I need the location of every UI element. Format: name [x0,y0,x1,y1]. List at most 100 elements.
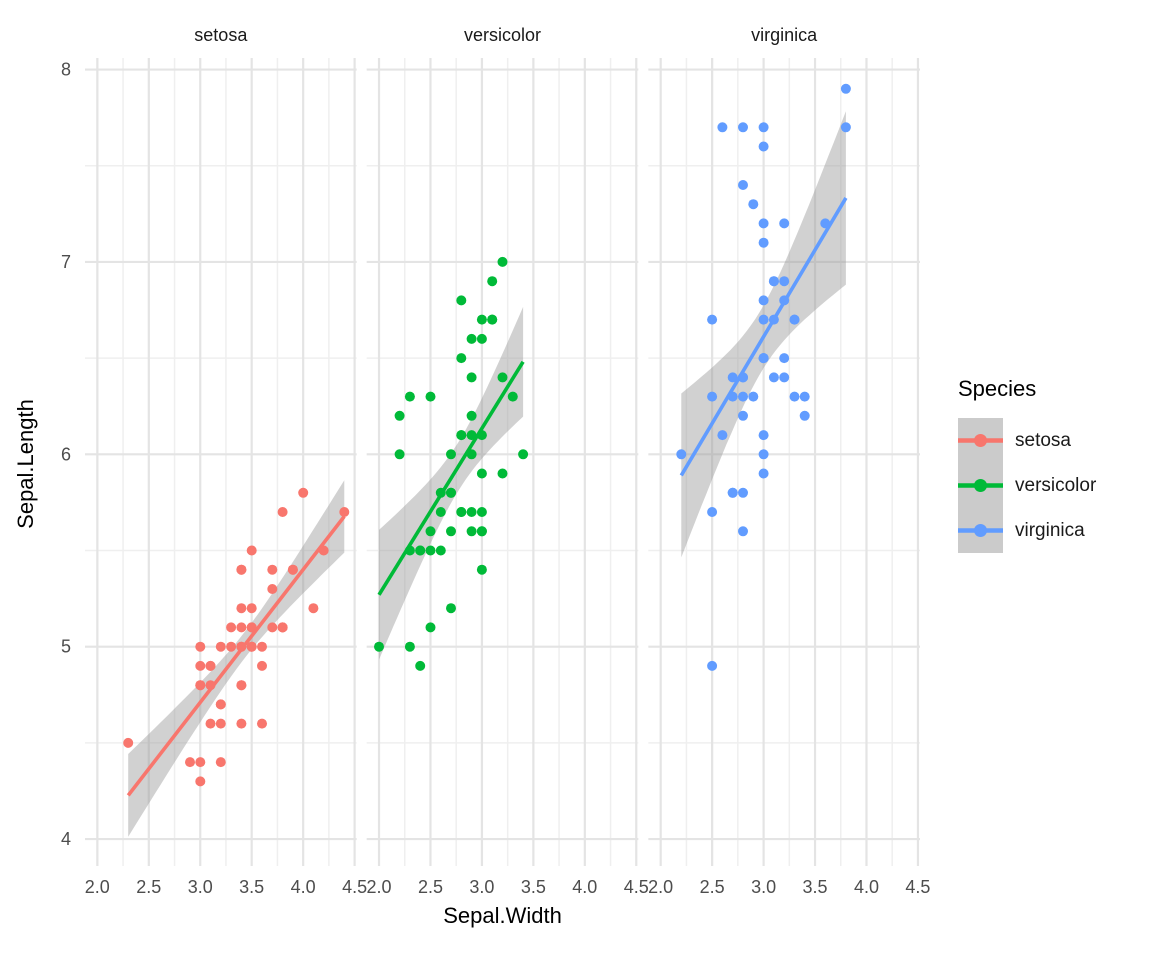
data-point [257,718,267,729]
data-point [487,314,498,325]
data-point [476,564,487,575]
legend-item-versicolor: versicolor [958,463,1148,508]
regression-line-versicolor [377,360,525,596]
data-point [758,122,769,133]
data-point [246,545,257,556]
x-tick-label: 4.0 [854,877,879,897]
data-point [758,468,769,479]
data-point [318,545,329,556]
x-tick-label: 3.5 [802,877,827,897]
data-point [236,641,247,652]
data-point [415,660,426,671]
data-point [758,237,769,248]
data-point [738,526,748,537]
data-point [727,372,738,383]
legend-item-virginica: virginica [958,508,1148,553]
data-point [446,526,456,537]
data-point [779,218,790,229]
x-axis-title: Sepal.Width [443,903,562,928]
x-tick-label: 4.5 [342,877,367,897]
data-point [456,430,467,441]
data-point [768,372,779,383]
data-point [267,622,278,633]
data-point [476,430,487,441]
data-point [476,507,487,517]
data-point [707,314,718,325]
points-versicolor [374,256,529,671]
legend-item-label: virginica [1015,519,1085,541]
data-point [257,641,267,652]
data-point [236,718,247,729]
data-point [507,391,518,402]
data-point [277,507,288,517]
data-point [308,603,319,614]
data-point [374,641,384,652]
data-point [257,660,267,671]
x-tick-label: 4.5 [624,877,649,897]
legend-title: Species [958,376,1037,401]
y-tick-label: 7 [61,252,71,272]
points-virginica [676,83,851,671]
x-tick-label: 4.5 [905,877,930,897]
x-tick-label: 3.0 [188,877,213,897]
data-point [425,622,436,633]
data-point [768,314,779,325]
data-point [435,487,446,498]
data-point [676,449,687,460]
data-point [758,314,769,325]
facet-panel-setosa [85,58,357,866]
data-point [799,391,810,402]
data-point [727,487,738,498]
data-point [185,757,195,768]
regression-line-setosa [126,515,346,797]
data-point [236,680,247,691]
data-point [215,641,226,652]
data-point [425,391,436,402]
data-point [205,680,216,691]
data-point [425,526,436,537]
data-point [195,660,206,671]
data-point [298,487,309,498]
x-tick-label: 4.0 [572,877,597,897]
data-point [748,199,759,210]
data-point [205,718,216,729]
data-point [707,507,718,517]
legend-items: setosa versicolor virginica [958,418,1148,553]
data-point [466,372,477,383]
data-point [779,372,790,383]
data-point [799,410,810,421]
gridlines [366,58,639,866]
legend-item-label: versicolor [1015,474,1097,496]
data-point [339,507,350,517]
x-tick-label: 2.0 [85,877,110,897]
data-point [717,122,728,133]
x-tick-label: 2.5 [700,877,725,897]
data-point [748,391,759,402]
data-point [466,507,477,517]
data-point [738,180,748,190]
regression-line-virginica [679,197,848,477]
facet-panel-virginica [648,58,920,866]
data-point [236,622,247,633]
data-point [758,430,769,441]
data-point [446,487,456,498]
data-point [195,757,206,768]
data-point [476,526,487,537]
data-point [404,641,415,652]
x-tick-label: 2.0 [366,877,391,897]
data-point [779,295,790,306]
data-point [779,276,790,287]
legend: Species setosa versicolor virginica [958,376,1148,553]
data-point [456,295,467,306]
data-point [425,545,436,556]
data-point [518,449,529,460]
data-point [267,584,278,594]
data-point [476,314,487,325]
data-point [287,564,298,575]
data-point [476,468,487,479]
data-point [226,622,237,633]
data-point [446,449,456,460]
facet-strip-virginica: virginica [751,25,818,45]
data-point [789,314,800,325]
